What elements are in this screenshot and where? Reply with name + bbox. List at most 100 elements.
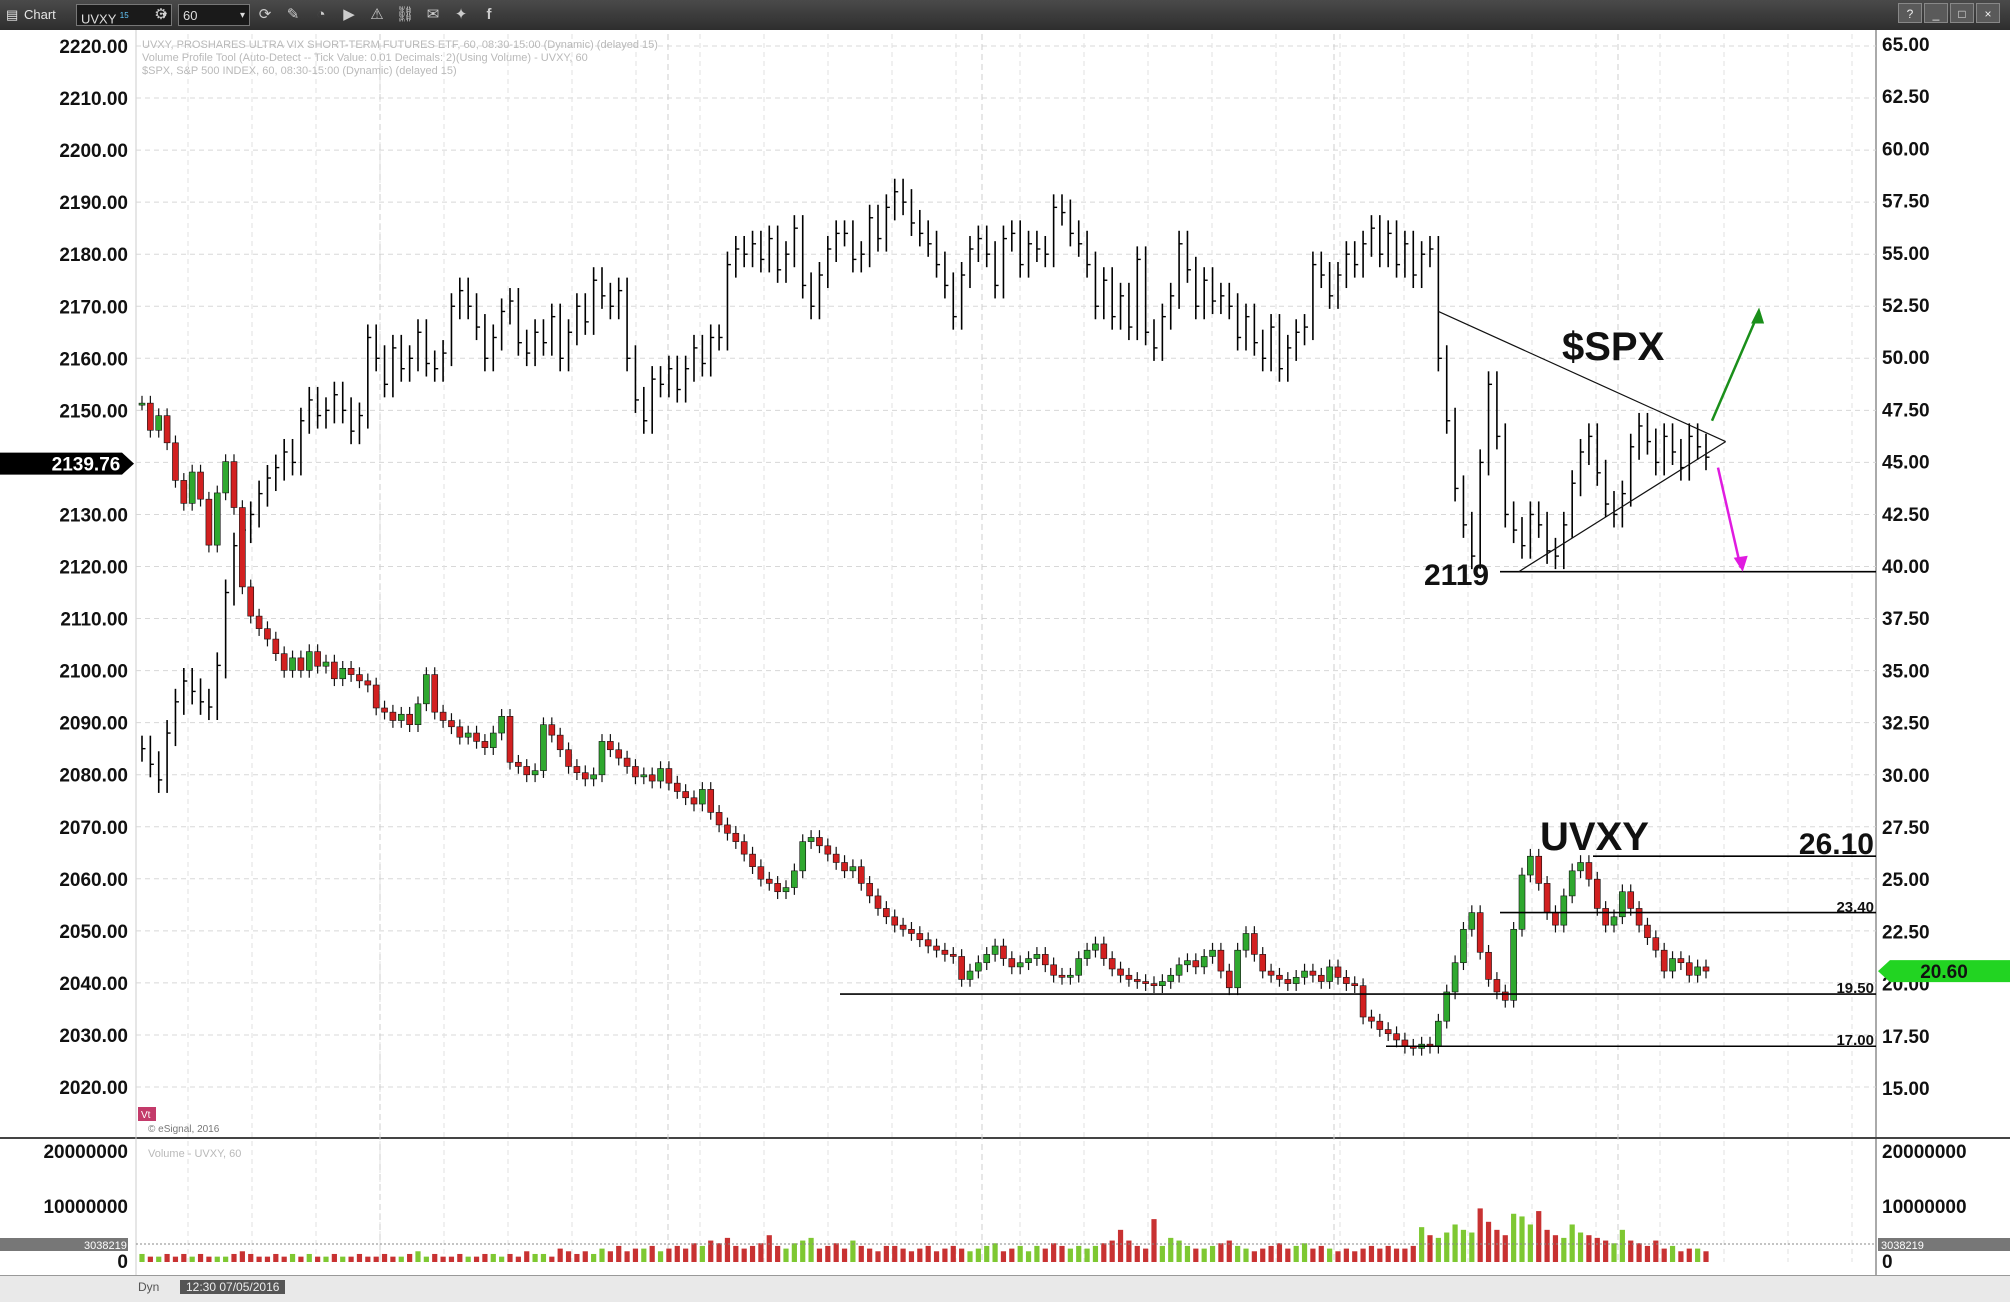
uvxy-candle-body — [339, 668, 347, 680]
volume-bar — [457, 1253, 463, 1262]
volume-bar — [156, 1256, 162, 1262]
right-axis-tick-label: 50.00 — [1882, 348, 1930, 369]
volume-bar — [1485, 1221, 1492, 1262]
uvxy-candle-body — [565, 749, 572, 767]
volume-bar — [624, 1251, 630, 1262]
uvxy-candle-body — [924, 939, 932, 947]
help-button[interactable]: ? — [1898, 3, 1922, 23]
twitter-icon[interactable]: ✦ — [454, 6, 468, 23]
uvxy-candle-body — [381, 707, 388, 713]
right-axis-tick-label: 40.00 — [1882, 557, 1930, 578]
volume-bar — [925, 1245, 931, 1262]
volume-bar — [733, 1245, 739, 1262]
facebook-icon[interactable]: f — [486, 6, 492, 23]
uvxy-candle-body — [807, 837, 815, 842]
uvxy-candle-body — [1610, 916, 1618, 926]
link-chain-icon[interactable]: ⛓ — [395, 6, 415, 23]
volume-bar — [1285, 1248, 1291, 1262]
uvxy-candle-body — [389, 711, 397, 721]
uvxy-candle-body — [1008, 958, 1016, 968]
uvxy-candle-body — [255, 615, 263, 629]
volume-bar — [239, 1251, 245, 1262]
volume-bar — [1034, 1245, 1040, 1262]
uvxy-candle-body — [1451, 962, 1459, 993]
volume-bar — [942, 1248, 948, 1262]
symbol-input[interactable]: UVXY 15 ▾ — [76, 4, 172, 26]
uvxy-candle-body — [899, 924, 907, 930]
price-chart[interactable]: 2220.00 2210.00 2200.00 2190.00 2180.00 2170.… — [0, 30, 2010, 1275]
uvxy-candle-body — [866, 883, 873, 897]
uvxy-candle-body — [1142, 981, 1149, 984]
uvxy-candle-body — [1050, 964, 1057, 976]
uvxy-candle-body — [397, 713, 405, 721]
volume-bar — [289, 1253, 296, 1262]
uvxy-candle-body — [322, 661, 330, 667]
uvxy-candle-body — [222, 461, 229, 494]
uvxy-candle-body — [715, 812, 723, 826]
volume-bar — [1511, 1213, 1517, 1262]
volume-bar — [766, 1235, 772, 1262]
volume-bar — [1327, 1248, 1333, 1262]
play-icon[interactable]: ▶ — [343, 6, 355, 23]
volume-bar — [1569, 1224, 1575, 1262]
annotation-uvxy-resistance: 26.10 — [1799, 828, 1874, 861]
link-icon[interactable]: ⚙ — [154, 6, 168, 23]
uvxy-candle-body — [372, 684, 380, 709]
breakout-arrowhead-up — [1751, 307, 1765, 324]
maximize-button[interactable]: □ — [1950, 3, 1974, 23]
close-button[interactable]: × — [1976, 3, 2000, 23]
uvxy-candle-body — [607, 741, 614, 751]
volume-bar — [1226, 1240, 1232, 1262]
volume-bar — [858, 1245, 864, 1262]
volume-bar — [1084, 1248, 1090, 1262]
volume-bar — [231, 1253, 237, 1262]
volume-bar — [1092, 1245, 1099, 1262]
alert-icon[interactable]: ⚠ — [370, 6, 384, 23]
left-axis-tick-label: 2130.00 — [59, 505, 128, 526]
uvxy-candle-body — [1510, 929, 1517, 1001]
volume-bar — [800, 1240, 806, 1262]
volume-bar — [340, 1256, 346, 1262]
volume-bar — [1260, 1248, 1266, 1262]
volume-bar — [398, 1256, 404, 1262]
interval-input[interactable]: 60 ▾ — [178, 4, 250, 26]
uvxy-candle-body — [765, 878, 773, 884]
left-axis-tick-label: 2170.00 — [59, 297, 128, 318]
volume-bar — [950, 1245, 956, 1262]
uvxy-candle-body — [891, 916, 899, 926]
uvxy-candle-body — [448, 720, 455, 728]
volume-bar — [1017, 1245, 1023, 1262]
volume-bar — [499, 1256, 505, 1262]
uvxy-candle-body — [1225, 970, 1233, 989]
pencil-icon[interactable]: ✎ — [286, 6, 300, 23]
uvxy-candle-body — [213, 492, 221, 546]
comment-icon[interactable]: ✉ — [426, 6, 440, 23]
right-axis-tick-label: 32.50 — [1882, 714, 1930, 735]
volume-bar — [691, 1243, 697, 1262]
volume-bar — [1619, 1229, 1625, 1262]
chart-app-icon: ▤ — [6, 7, 19, 22]
uvxy-candle-body — [883, 908, 890, 918]
uvxy-candle-body — [1259, 954, 1267, 972]
uvxy-candle-body — [632, 766, 639, 778]
uvxy-candle-body — [1317, 974, 1325, 982]
draw-icon[interactable]: ◔ — [316, 6, 326, 23]
uvxy-candle-body — [757, 866, 765, 880]
uvxy-candle-body — [1343, 977, 1350, 984]
volume-bar — [381, 1253, 388, 1262]
uvxy-candle-body — [1334, 966, 1342, 978]
volume-bar — [348, 1256, 354, 1262]
volume-bar — [189, 1256, 195, 1262]
uvxy-candle-body — [1619, 891, 1626, 918]
uvxy-candle-body — [991, 945, 999, 955]
volume-last-marker-left: 3038219 — [84, 1240, 127, 1252]
volume-bar — [850, 1240, 856, 1262]
left-axis-tick-label: 2200.00 — [59, 141, 128, 162]
symbol-badge: 15 — [119, 11, 129, 20]
volume-bar — [1109, 1240, 1115, 1262]
minimize-button[interactable]: _ — [1924, 3, 1948, 23]
refresh-icon[interactable]: ⟳ — [258, 6, 272, 23]
volume-bar — [699, 1245, 705, 1262]
volume-bar — [1686, 1248, 1692, 1262]
